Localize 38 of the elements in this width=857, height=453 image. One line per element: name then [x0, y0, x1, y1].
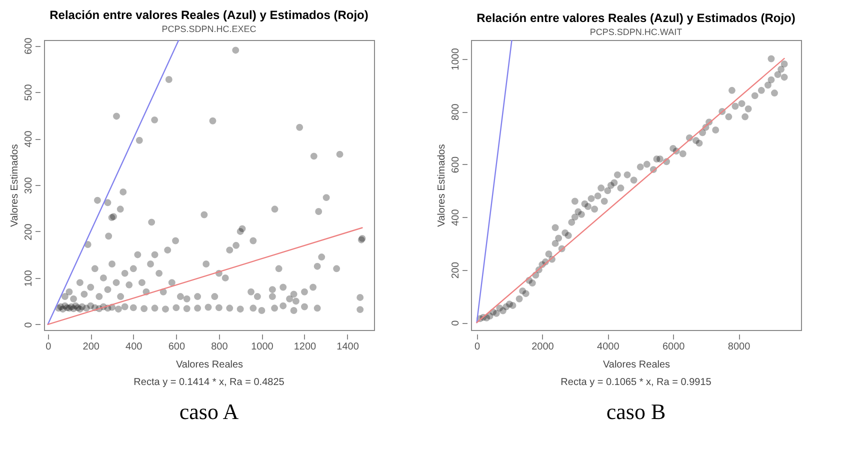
y-tick-label: 500: [24, 84, 34, 101]
y-tick-label: 300: [24, 176, 34, 194]
y-axis-title: Valores Estimados: [436, 144, 448, 227]
text: caso A: [179, 399, 239, 424]
y-tick-label: 600: [24, 37, 34, 54]
y-tick-label: 100: [24, 270, 34, 287]
x-tick-label: 0: [46, 342, 52, 352]
x-axis-title: Valores Reales: [602, 360, 670, 370]
text: caso B: [606, 399, 666, 424]
x-tick-label: 2000: [532, 342, 554, 352]
y-tick-label: 400: [24, 130, 34, 148]
x-tick-label: 6000: [662, 342, 686, 352]
y-tick-label: 600: [450, 156, 462, 174]
chart-title: Relación entre valores Reales (Azul) y Estimados (Rojo): [50, 8, 368, 22]
y-tick-label: 1000: [450, 48, 462, 70]
x-tick-label: 8000: [728, 342, 751, 352]
chart-subtitle: PCPS.SDPN.HC.WAIT: [590, 27, 683, 37]
y-tick-label: 0: [450, 320, 462, 326]
y-axis-title: Valores Estimados: [10, 144, 20, 227]
x-tick-label: 4000: [597, 342, 620, 352]
y-tick-label: 200: [24, 223, 34, 240]
x-tick-label: 1000: [251, 342, 274, 352]
x-tick-label: 400: [126, 342, 143, 352]
x-axis-title: Valores Reales: [176, 360, 244, 370]
chart-title: Relación entre valores Reales (Azul) y Estimados (Rojo): [476, 11, 796, 25]
text: Recta y = 0.1065 * x, Ra = 0.9915: [560, 377, 712, 388]
chart-subtitle: PCPS.SDPN.HC.EXEC: [162, 24, 257, 34]
y-tick-label: 0: [24, 322, 34, 328]
x-tick-label: 1200: [294, 342, 317, 352]
x-tick-label: 200: [82, 342, 100, 352]
x-tick-label: 0: [474, 342, 480, 352]
y-tick-label: 200: [450, 262, 462, 279]
text: Recta y = 0.1414 * x, Ra = 0.4825: [134, 377, 285, 388]
x-tick-label: 800: [211, 342, 228, 352]
x-tick-label: 600: [168, 342, 186, 352]
x-tick-label: 1400: [336, 342, 360, 352]
y-tick-label: 400: [450, 208, 462, 226]
y-tick-label: 800: [450, 103, 462, 120]
